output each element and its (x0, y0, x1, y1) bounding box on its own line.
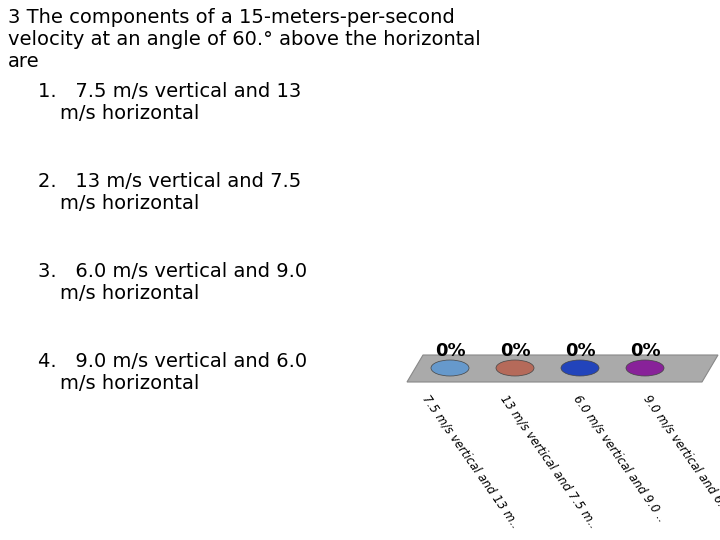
Text: 3.   6.0 m/s vertical and 9.0: 3. 6.0 m/s vertical and 9.0 (38, 262, 307, 281)
Text: 6.0 m/s vertical and 9.0 ..: 6.0 m/s vertical and 9.0 .. (570, 392, 668, 524)
Text: m/s horizontal: m/s horizontal (60, 194, 199, 213)
Text: m/s horizontal: m/s horizontal (60, 374, 199, 393)
Text: 0%: 0% (500, 342, 531, 360)
Text: 2.   13 m/s vertical and 7.5: 2. 13 m/s vertical and 7.5 (38, 172, 301, 191)
Polygon shape (407, 355, 718, 382)
Ellipse shape (496, 360, 534, 376)
Ellipse shape (626, 360, 664, 376)
Text: 0%: 0% (435, 342, 465, 360)
Text: 1.   7.5 m/s vertical and 13: 1. 7.5 m/s vertical and 13 (38, 82, 301, 101)
Text: m/s horizontal: m/s horizontal (60, 284, 199, 303)
Text: 13 m/s vertical and 7.5 m..: 13 m/s vertical and 7.5 m.. (498, 392, 600, 530)
Ellipse shape (561, 360, 599, 376)
Text: m/s horizontal: m/s horizontal (60, 104, 199, 123)
Text: 0%: 0% (630, 342, 660, 360)
Text: 7.5 m/s vertical and 13 m..: 7.5 m/s vertical and 13 m.. (419, 392, 521, 530)
Text: 9.0 m/s vertical and 6.0 ..: 9.0 m/s vertical and 6.0 .. (640, 392, 720, 524)
Text: velocity at an angle of 60.° above the horizontal: velocity at an angle of 60.° above the h… (8, 30, 481, 49)
Text: 4.   9.0 m/s vertical and 6.0: 4. 9.0 m/s vertical and 6.0 (38, 352, 307, 371)
Text: 0%: 0% (564, 342, 595, 360)
Text: 3 The components of a 15-meters-per-second: 3 The components of a 15-meters-per-seco… (8, 8, 455, 27)
Ellipse shape (431, 360, 469, 376)
Text: are: are (8, 52, 40, 71)
